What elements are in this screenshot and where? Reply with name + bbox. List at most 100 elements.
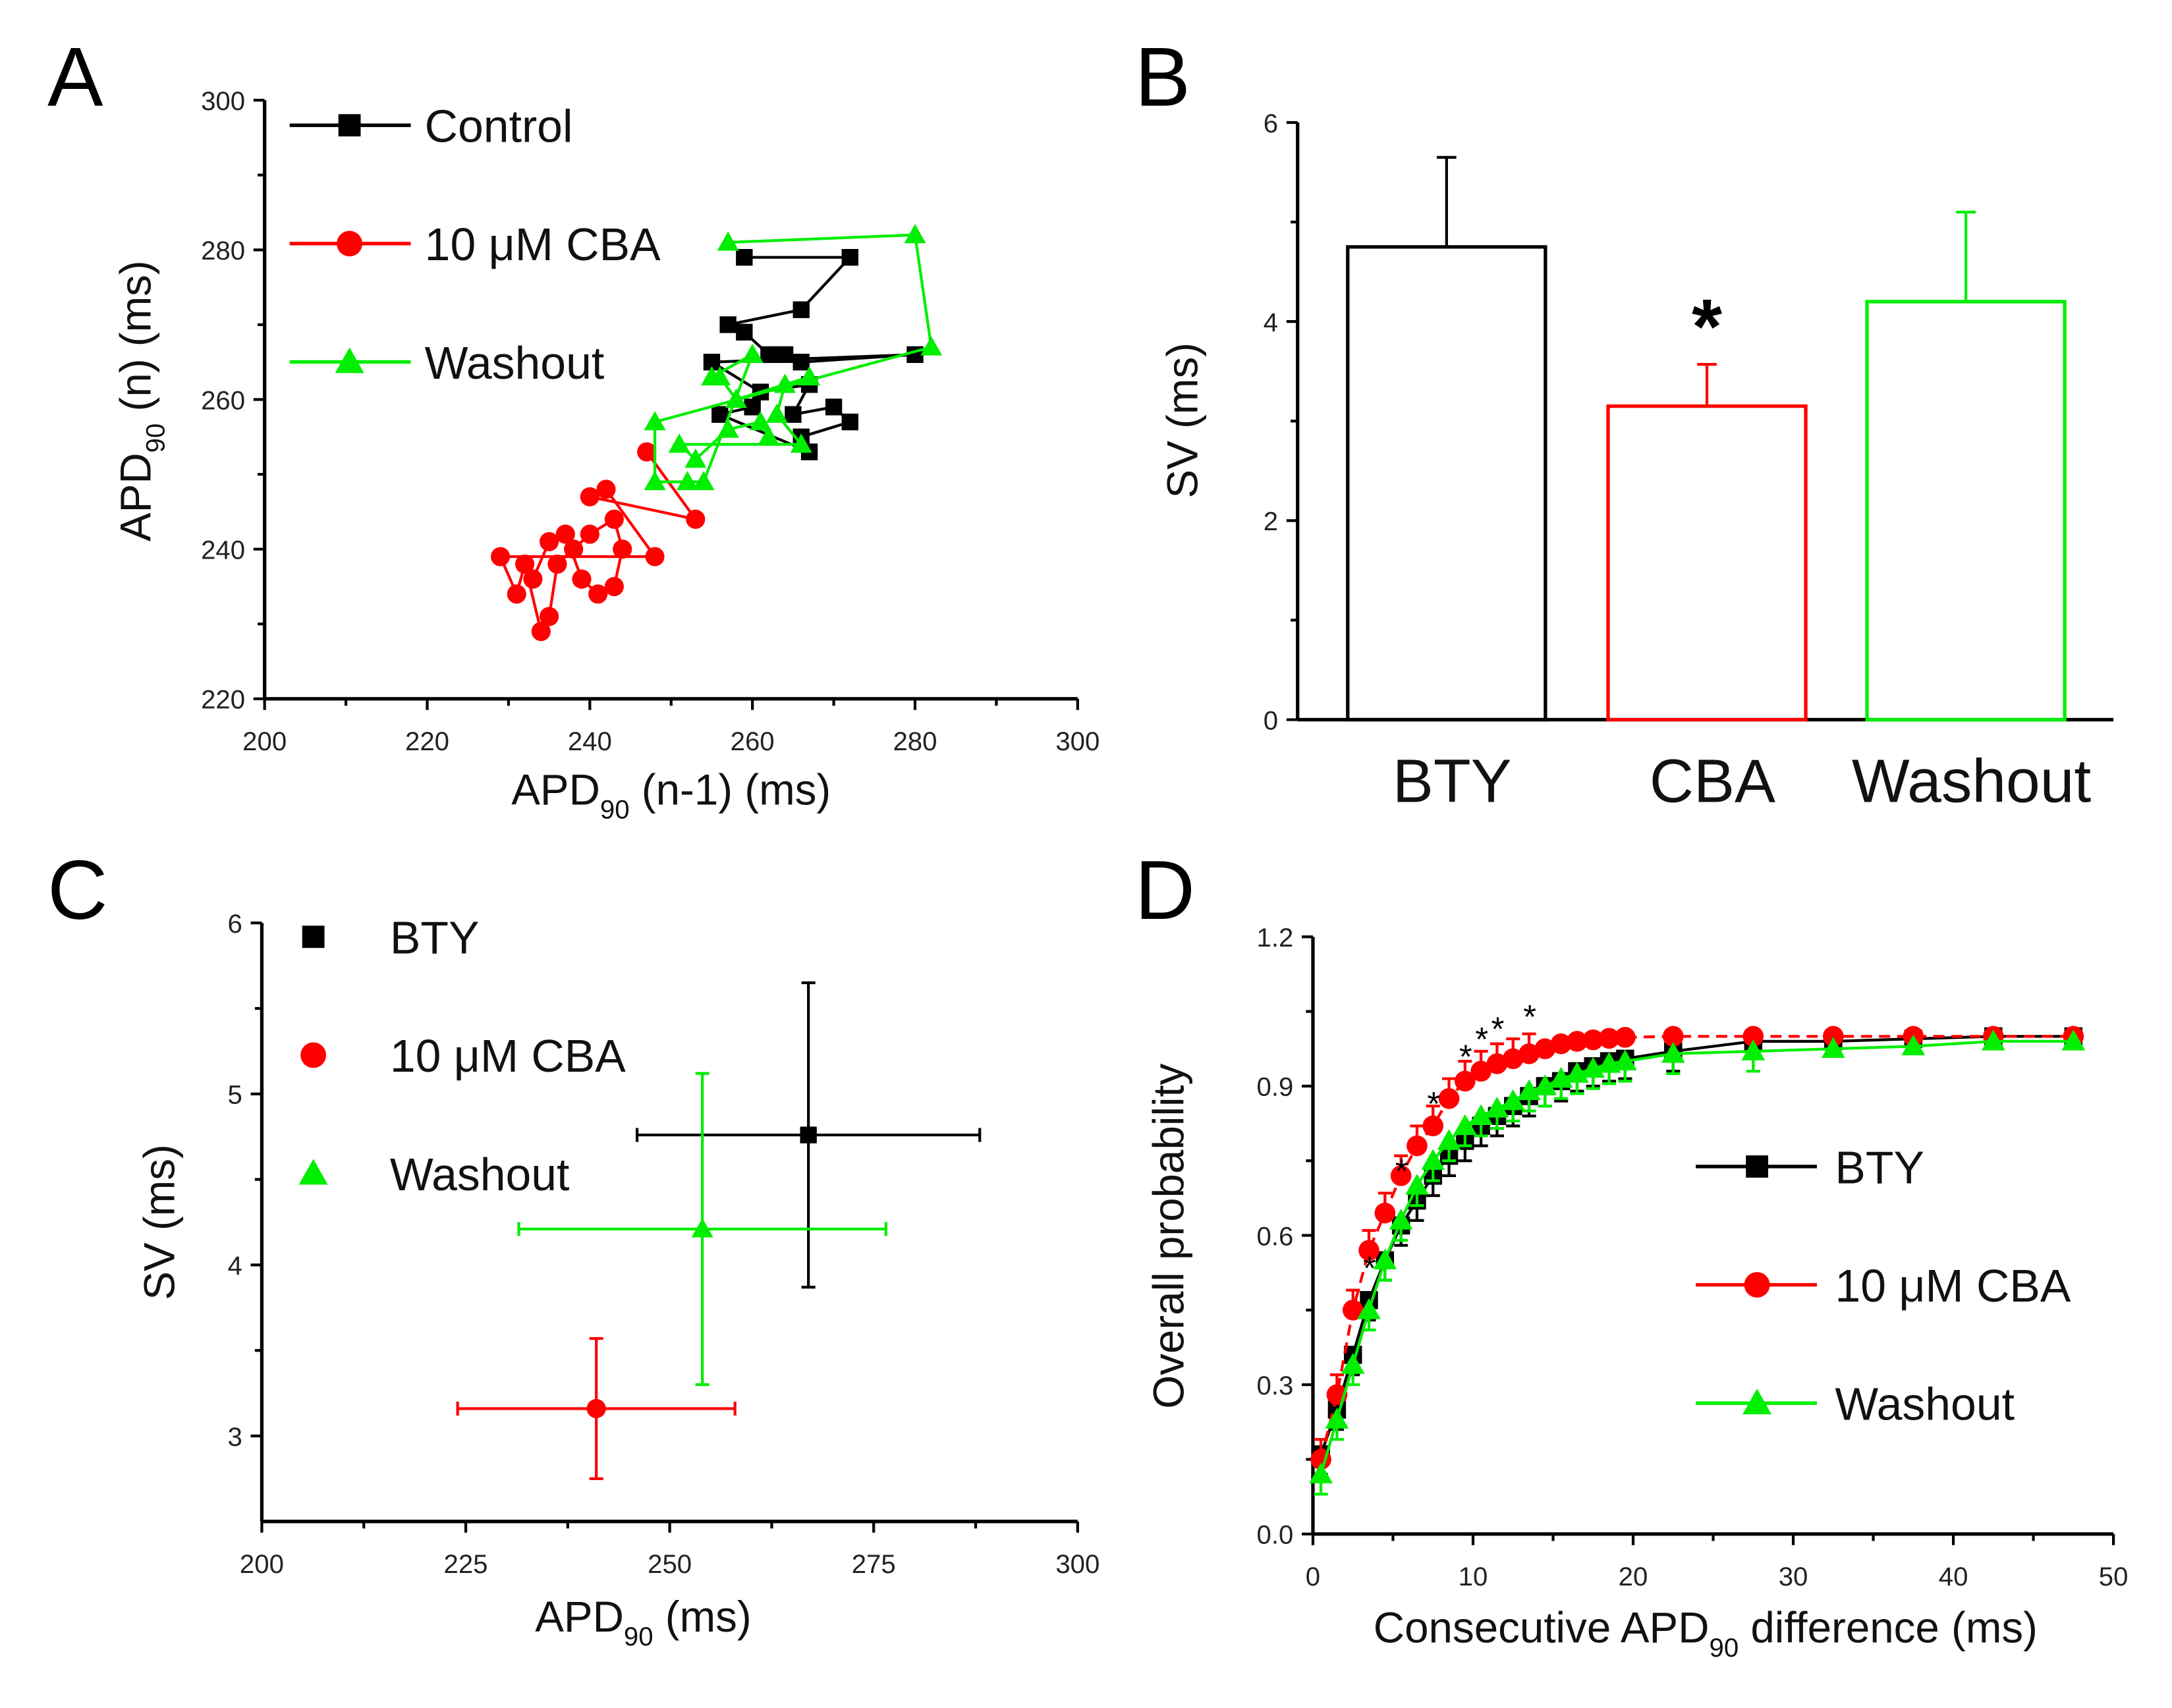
legend-label: Washout	[1835, 1379, 2015, 1430]
data-point	[741, 343, 764, 364]
data-point	[547, 554, 567, 574]
data-point	[785, 406, 802, 423]
data-point	[684, 448, 707, 468]
legend-label: 10 μM CBA	[1835, 1260, 2071, 1311]
data-point	[758, 426, 780, 445]
legend-marker	[1742, 1389, 1772, 1415]
data-point	[774, 373, 796, 393]
x-axis-label: APD90 (ms)	[535, 1593, 751, 1651]
data-point	[736, 323, 753, 341]
data-point	[1469, 1104, 1493, 1125]
data-point	[580, 487, 599, 507]
data-point	[2061, 1030, 2086, 1051]
panel-label-b: B	[1134, 30, 1190, 124]
data-point	[793, 354, 810, 371]
y-tick-label: 3	[228, 1422, 242, 1452]
data-point	[515, 554, 535, 574]
data-point	[760, 346, 777, 364]
data-point	[1357, 1298, 1381, 1319]
x-axis-label-subscript: 90	[1710, 1633, 1739, 1663]
data-point	[1373, 1248, 1397, 1270]
data-point	[507, 584, 526, 604]
data-point	[841, 249, 858, 266]
significance-star: *	[1395, 1152, 1408, 1190]
significance-star: *	[1475, 1020, 1488, 1058]
legend-label: BTY	[1835, 1142, 1924, 1193]
x-tick-label: 200	[242, 727, 287, 756]
x-tick-label: 200	[240, 1549, 284, 1579]
data-point	[604, 576, 624, 597]
y-tick-label: 6	[1264, 109, 1278, 138]
data-point	[711, 406, 729, 423]
legend-marker	[1744, 1272, 1770, 1298]
data-point	[776, 346, 794, 364]
data-point	[1374, 1202, 1396, 1224]
data-point	[588, 584, 608, 604]
data-point	[604, 509, 624, 529]
legend-marker	[300, 1042, 327, 1068]
panel-label-c: C	[47, 843, 108, 937]
x-tick-label: 0	[1306, 1562, 1320, 1591]
data-point	[1406, 1135, 1428, 1157]
legend-label: Control	[425, 101, 573, 152]
x-tick-label: 250	[648, 1549, 692, 1579]
data-point	[1437, 1129, 1461, 1150]
x-axis-label-main: APD	[511, 765, 600, 813]
x-axis-label-rest: difference (ms)	[1739, 1604, 2038, 1652]
significance-star: *	[1692, 283, 1722, 370]
data-point	[1901, 1034, 1926, 1056]
data-point	[1358, 1240, 1379, 1261]
data-point	[1598, 1028, 1620, 1049]
x-tick-label: 10	[1459, 1562, 1488, 1591]
y-tick-label: 2	[1264, 507, 1278, 536]
significance-star: *	[1363, 1249, 1376, 1286]
legend-label: BTY	[390, 912, 480, 964]
data-point	[686, 509, 706, 529]
data-point	[1550, 1033, 1572, 1055]
x-tick-label: 300	[1055, 1549, 1100, 1579]
y-tick-label: 0.9	[1257, 1072, 1294, 1102]
data-point	[1486, 1053, 1508, 1074]
y-axis-label-main: APD	[111, 453, 159, 541]
data-point	[1661, 1041, 1685, 1063]
data-point	[586, 1398, 606, 1419]
y-tick-label: 4	[1264, 308, 1278, 337]
data-point	[1485, 1097, 1509, 1118]
panel-label-d: D	[1134, 843, 1195, 937]
y-tick-label: 5	[228, 1080, 242, 1110]
data-point	[825, 399, 843, 416]
y-tick-label: 280	[201, 236, 245, 265]
data-point	[1502, 1048, 1524, 1070]
y-tick-label: 220	[201, 685, 245, 715]
data-point	[1567, 1031, 1588, 1052]
legend-marker	[1746, 1155, 1769, 1178]
x-tick-label: 260	[731, 727, 775, 756]
data-point	[1823, 1026, 1844, 1047]
legend-label: 10 μM CBA	[425, 219, 661, 270]
data-point	[1455, 1070, 1476, 1092]
y-tick-label: 300	[201, 86, 245, 116]
y-axis-label-subscript: 90	[141, 424, 171, 453]
data-point	[904, 224, 926, 244]
data-point	[1453, 1114, 1477, 1136]
data-point	[841, 413, 858, 431]
data-point	[531, 622, 551, 642]
data-point	[1742, 1026, 1764, 1047]
legend-label: Washout	[425, 337, 605, 389]
significance-star: *	[1491, 1010, 1505, 1048]
data-point	[1501, 1089, 1525, 1111]
x-axis-label-rest: (ms)	[654, 1593, 752, 1641]
data-point	[1741, 1039, 1766, 1061]
y-axis-label: APD90 (n) (ms)	[111, 260, 170, 541]
data-point	[717, 231, 739, 251]
x-axis-label: APD90 (n-1) (ms)	[511, 765, 831, 824]
data-point	[613, 539, 632, 559]
data-point	[920, 336, 943, 356]
data-point	[736, 249, 753, 266]
category-label: BTY	[1393, 746, 1512, 815]
data-point	[1421, 1149, 1445, 1170]
data-point	[692, 470, 715, 491]
legend-label: 10 μM CBA	[390, 1030, 626, 1082]
data-point	[1470, 1061, 1491, 1082]
